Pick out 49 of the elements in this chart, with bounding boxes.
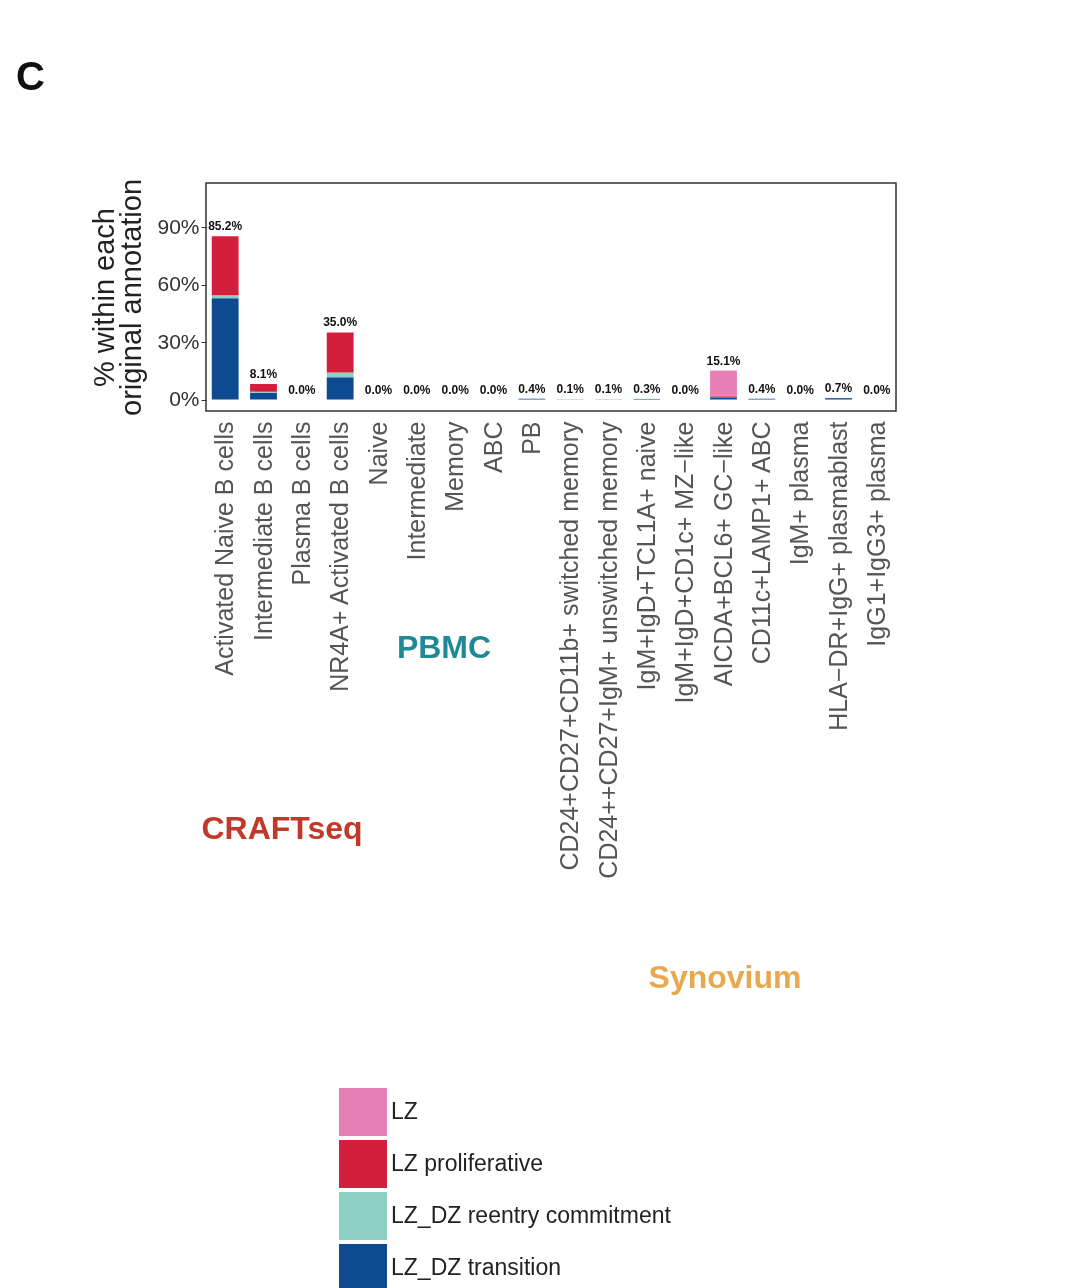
legend-label: LZ bbox=[391, 1098, 418, 1124]
text: 0.3% bbox=[633, 381, 661, 396]
text: 0.4% bbox=[518, 381, 546, 396]
x-tick-label: Plasma B cells bbox=[286, 421, 315, 586]
text: 0.0% bbox=[403, 382, 431, 397]
text: 0.0% bbox=[288, 382, 316, 397]
x-tick-label: HLA−DR+IgG+ plasmablast bbox=[823, 421, 852, 731]
x-tick-label: IgM+IgD+TCL1A+ naive bbox=[631, 421, 660, 691]
x-tick-label: IgM+ plasma bbox=[785, 421, 814, 566]
x-tick-label: AICDA+BCL6+ GC−like bbox=[708, 421, 737, 687]
text: 0.0% bbox=[786, 382, 814, 397]
x-tick-label: CD11c+LAMP1+ ABC bbox=[746, 421, 775, 665]
text: Synovium bbox=[648, 959, 802, 995]
x-tick-label: PB bbox=[516, 421, 545, 455]
text: 0.4% bbox=[748, 381, 776, 396]
x-tick-label: NR4A+ Activated B cells bbox=[325, 421, 354, 692]
chart-title: C bbox=[16, 54, 45, 99]
x-tick-label: ABC bbox=[478, 421, 507, 473]
x-tick-label: Memory bbox=[440, 421, 469, 512]
y-tick-label: 30% bbox=[157, 329, 200, 353]
x-tick-label: CD24++CD27+IgM+ unswitched memory bbox=[593, 421, 622, 879]
x-tick-label: CD24+CD27+CD11b+ switched memory bbox=[555, 421, 584, 871]
text: 0.0% bbox=[364, 382, 393, 397]
y-tick-label: 90% bbox=[157, 214, 200, 238]
y-axis-title: % within each original annotation bbox=[88, 178, 148, 417]
text: 35.0% bbox=[323, 315, 358, 330]
text: PBMC bbox=[396, 629, 492, 665]
legend-label: LZ_DZ reentry commitment bbox=[391, 1202, 672, 1228]
x-tick-label: Intermediate bbox=[401, 421, 430, 561]
text: 0.1% bbox=[556, 382, 584, 397]
x-tick-label: Naive bbox=[363, 421, 392, 486]
text: 0.0% bbox=[863, 382, 891, 397]
x-tick-label: Activated Naive B cells bbox=[210, 421, 239, 676]
text: 0.0% bbox=[441, 382, 469, 397]
text: 0.1% bbox=[594, 382, 623, 397]
y-tick-label: 60% bbox=[157, 272, 200, 296]
legend-label: LZ proliferative bbox=[391, 1150, 544, 1176]
text: 0.0% bbox=[671, 382, 699, 397]
legend-label: LZ_DZ transition bbox=[391, 1254, 562, 1280]
text: CRAFTseq bbox=[201, 810, 363, 846]
text: 8.1% bbox=[249, 366, 278, 381]
text: 0.0% bbox=[479, 382, 508, 397]
text: 0.7% bbox=[824, 381, 853, 396]
y-tick-label: 0% bbox=[169, 387, 200, 410]
text: 15.1% bbox=[706, 353, 741, 368]
text: 85.2% bbox=[208, 219, 243, 234]
x-tick-label: IgG1+IgG3+ plasma bbox=[861, 421, 890, 647]
x-tick-label: IgM+IgD+CD1c+ MZ−like bbox=[670, 421, 699, 704]
x-tick-label: Intermediate B cells bbox=[248, 421, 277, 642]
